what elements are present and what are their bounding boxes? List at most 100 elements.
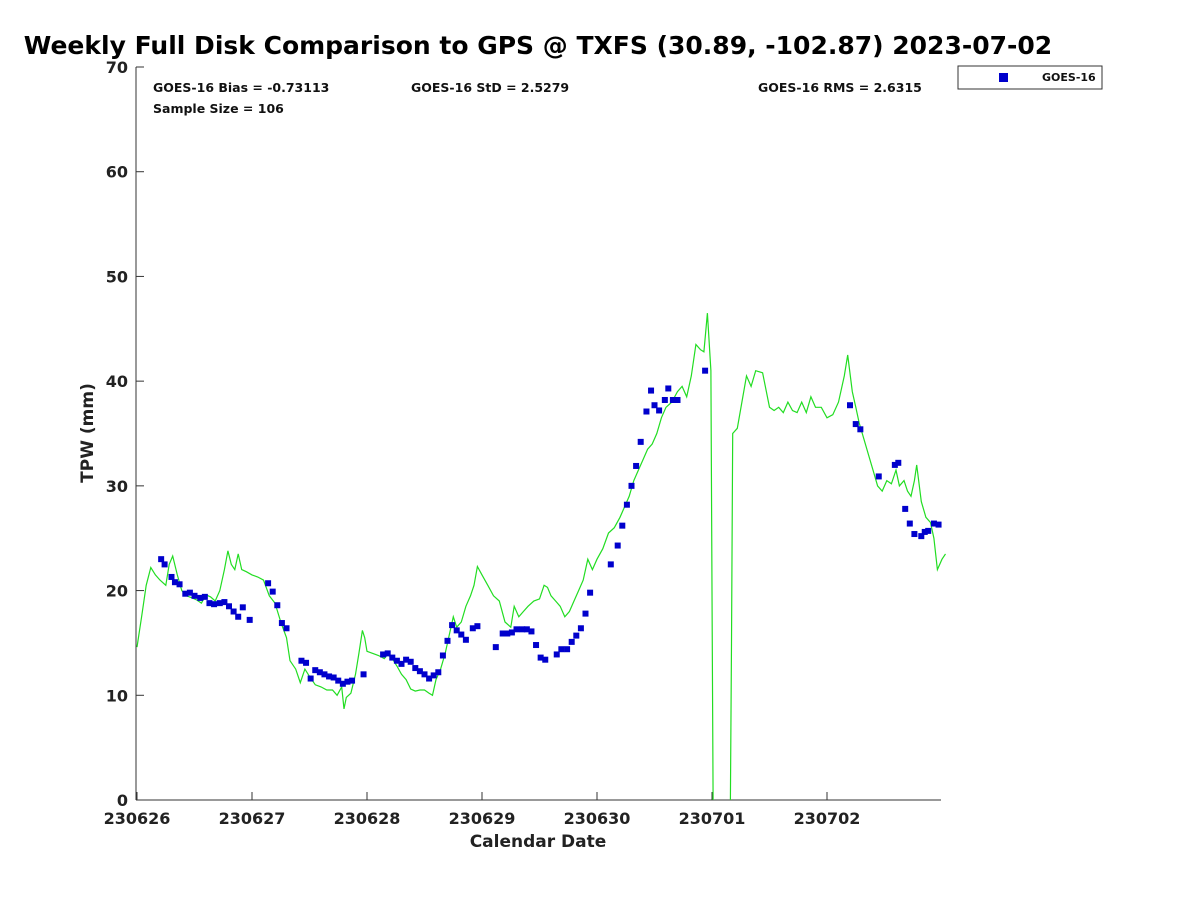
goes16-point <box>435 669 442 676</box>
goes16-point <box>453 627 460 634</box>
chart-title: Weekly Full Disk Comparison to GPS @ TXF… <box>24 31 1052 60</box>
goes16-point <box>316 669 323 676</box>
goes16-point <box>265 580 272 587</box>
goes16-point <box>398 660 405 667</box>
goes16-point <box>168 573 175 580</box>
goes16-point <box>449 622 456 629</box>
goes16-point <box>426 675 433 682</box>
goes16-point <box>648 387 655 394</box>
goes16-point <box>462 636 469 643</box>
goes16-point <box>235 613 242 620</box>
goes16-point <box>895 459 902 466</box>
goes16-point <box>528 628 535 635</box>
goes16-point <box>197 594 204 601</box>
stats-block: GOES-16 Bias = -0.73113 GOES-16 StD = 2.… <box>153 80 922 116</box>
plot-frame <box>136 67 941 800</box>
goes16-point <box>891 461 898 468</box>
legend-box <box>957 65 1103 90</box>
goes16-point <box>312 667 319 674</box>
goes16-point <box>239 604 246 611</box>
goes16-point <box>568 638 575 645</box>
goes16-point <box>665 385 672 392</box>
goes16-point <box>702 367 709 374</box>
goes16-point <box>499 630 506 637</box>
goes16-point <box>171 579 178 586</box>
goes16-point <box>674 396 681 403</box>
goes16-point <box>582 610 589 617</box>
goes16-point <box>403 656 410 663</box>
goes16-point <box>458 631 465 638</box>
goes16-point <box>633 462 640 469</box>
goes16-point <box>911 531 918 538</box>
goes16-point <box>182 590 189 597</box>
goes16-point <box>330 674 337 681</box>
goes16-point <box>283 625 290 632</box>
goes16-point <box>474 623 481 630</box>
x-tick-label: 230630 <box>564 809 631 828</box>
goes16-point <box>201 593 208 600</box>
goes16-point <box>513 626 520 633</box>
goes16-point <box>339 680 346 687</box>
goes16-point <box>469 625 476 632</box>
x-axis-label: Calendar Date <box>470 832 607 852</box>
goes16-point <box>161 561 168 568</box>
plot-area: 0 10 20 30 40 50 60 70 230626 230627 230628 230629 2… <box>104 58 947 828</box>
goes16-point <box>298 657 305 664</box>
goes16-point <box>577 625 584 632</box>
x-tick-label: 230629 <box>449 809 516 828</box>
goes16-point <box>553 651 560 658</box>
goes16-point <box>564 646 571 653</box>
goes16-point <box>274 602 281 609</box>
goes16-point <box>335 677 342 684</box>
x-tick-label: 230626 <box>104 809 171 828</box>
y-tick-label: 70 <box>106 58 128 77</box>
goes16-point <box>246 616 253 623</box>
goes16-point <box>380 651 387 658</box>
goes16-point <box>221 599 228 606</box>
x-tick-label: 230701 <box>679 809 746 828</box>
goes16-point <box>651 402 658 409</box>
y-tick-label: 40 <box>106 372 128 391</box>
goes16-point <box>921 528 928 535</box>
bias-stat: GOES-16 Bias = -0.73113 <box>153 80 329 95</box>
y-tick-label: 10 <box>106 686 128 705</box>
goes16-point <box>393 657 400 664</box>
goes16-point <box>269 588 276 595</box>
y-tick-label: 50 <box>106 267 128 286</box>
goes16-point <box>278 620 285 627</box>
y-tick-label: 0 <box>117 791 128 810</box>
goes16-point <box>852 421 859 428</box>
goes16-point <box>558 646 565 653</box>
goes16-point <box>216 600 223 607</box>
goes16-point <box>407 658 414 665</box>
goes16-point <box>637 438 644 445</box>
goes16-point <box>186 589 193 596</box>
goes16-point <box>412 665 419 672</box>
goes16-point <box>519 626 526 633</box>
goes16-point <box>619 522 626 529</box>
goes16-point <box>349 677 356 684</box>
y-tick-label: 20 <box>106 582 128 601</box>
y-axis-label: TPW (mm) <box>78 383 98 483</box>
goes16-point <box>656 407 663 414</box>
goes16-point <box>643 408 650 415</box>
goes16-point <box>628 482 635 489</box>
goes16-point <box>384 650 391 657</box>
goes16-point <box>230 608 237 615</box>
x-tick-label: 230628 <box>334 809 401 828</box>
y-tick-label: 30 <box>106 477 128 496</box>
goes16-point <box>902 505 909 512</box>
goes16-point <box>523 626 530 633</box>
goes16-point <box>206 600 213 607</box>
goes16-point <box>303 659 310 666</box>
goes16-point <box>906 520 913 527</box>
sample-size-stat: Sample Size = 106 <box>153 101 284 116</box>
goes16-point <box>191 592 198 599</box>
goes16-point <box>492 644 499 651</box>
goes16-point <box>925 527 932 534</box>
legend-marker <box>999 73 1008 82</box>
goes16-point <box>504 630 511 637</box>
goes16-point <box>573 632 580 639</box>
goes16-point <box>430 672 437 679</box>
goes16-point <box>211 601 218 608</box>
